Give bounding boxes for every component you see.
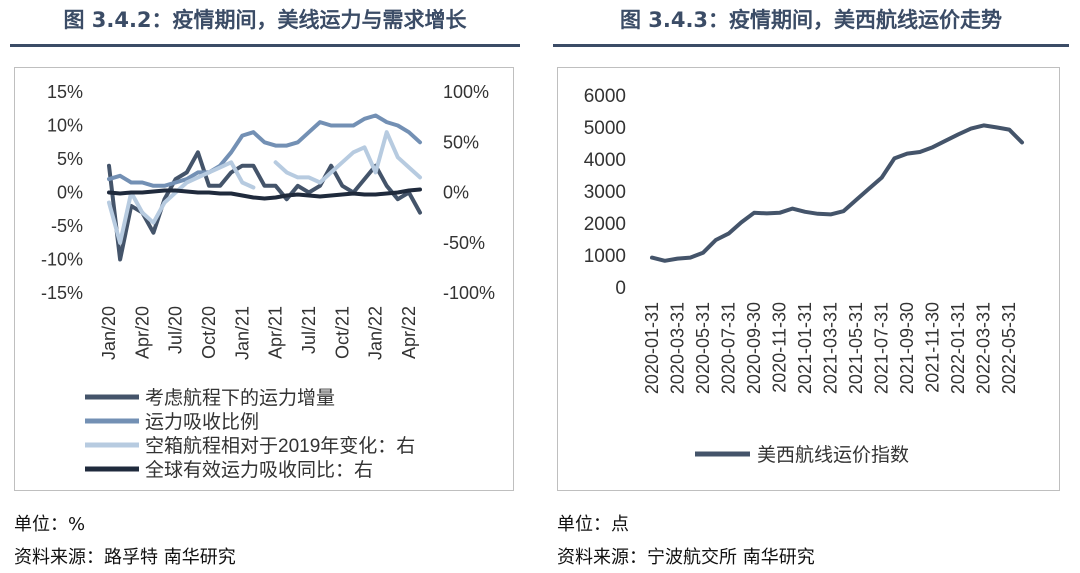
right-source: 资料来源：宁波航交所 南华研究 (557, 547, 815, 568)
right-y-tick-label: -100% (443, 283, 495, 303)
left-y-tick-label: -15% (41, 283, 83, 303)
x-tick-label: 2021-03-31 (821, 302, 841, 394)
series-line-4 (107, 187, 422, 201)
y-tick-label: 1000 (584, 246, 626, 267)
x-tick-label: Apr/20 (132, 306, 152, 359)
right-chart-title: 图 3.4.3：疫情期间，美西航线运价走势 (619, 8, 1003, 32)
y-tick-label: 2000 (584, 214, 626, 235)
left-y-tick-label: -10% (41, 250, 83, 270)
series-line-3 (107, 130, 422, 245)
x-tick-label: 2020-01-31 (642, 302, 662, 394)
right-chart: 6000 5000 4000 3000 2000 1000 0 2020-01-31 2020-… (584, 86, 1024, 466)
right-title-rule (553, 44, 1069, 47)
y-tick-label: 3000 (584, 182, 626, 203)
left-chart-title: 图 3.4.2：疫情期间，美线运力与需求增长 (63, 8, 467, 32)
legend-label: 美西航线运价指数 (757, 444, 909, 466)
x-tick-label: Apr/22 (399, 306, 419, 359)
right-y-tick-label: 50% (443, 132, 479, 152)
left-source: 资料来源：路孚特 南华研究 (14, 547, 236, 568)
y-tick-label: 4000 (584, 150, 626, 171)
right-y-tick-label: 100% (443, 82, 489, 102)
x-tick-label: Jul/20 (166, 306, 186, 354)
x-tick-label: 2020-05-31 (693, 302, 713, 394)
x-tick-label: 2021-09-30 (897, 302, 917, 394)
left-y-tick-label: 0% (57, 183, 83, 203)
left-chart-frame: 15% 10% 5% 0% -5% -10% -15% 100% 50% 0% -50% -100% J… (14, 67, 514, 491)
y-tick-label: 5000 (584, 118, 626, 139)
left-chart: 15% 10% 5% 0% -5% -10% -15% 100% 50% 0% -50% -100% J… (41, 82, 495, 481)
legend-label: 考虑航程下的运力增量 (145, 387, 335, 409)
x-tick-label: Jan/22 (366, 306, 386, 360)
left-y-tick-label: 15% (47, 82, 83, 102)
left-y-tick-label: 5% (57, 149, 83, 169)
left-y-tick-label: 10% (47, 116, 83, 136)
x-tick-label: 2021-05-31 (846, 302, 866, 394)
left-y-tick-label: -5% (51, 216, 83, 236)
x-tick-label: Oct/20 (199, 306, 219, 359)
right-unit: 单位：点 (557, 514, 629, 535)
right-chart-frame: 6000 5000 4000 3000 2000 1000 0 2020-01-31 2020-… (557, 67, 1060, 491)
left-unit: 单位：% (14, 514, 86, 535)
x-tick-label: 2022-03-31 (974, 302, 994, 394)
legend-label: 空箱航程相对于2019年变化：右 (145, 435, 415, 457)
x-tick-label: 2021-01-31 (795, 302, 815, 394)
x-tick-label: 2020-09-30 (744, 302, 764, 394)
series-line-1 (650, 123, 1024, 263)
x-tick-label: 2022-05-31 (999, 302, 1019, 394)
x-tick-label: Jan/21 (232, 306, 252, 360)
legend-label: 运力吸收比例 (145, 411, 259, 433)
x-tick-label: 2020-07-31 (719, 302, 739, 394)
y-tick-label: 0 (615, 278, 626, 299)
y-tick-label: 6000 (584, 86, 626, 107)
x-tick-label: Oct/21 (332, 306, 352, 359)
x-tick-label: 2020-03-31 (668, 302, 688, 394)
x-tick-label: 2021-11-30 (923, 302, 943, 393)
x-tick-label: Apr/21 (266, 306, 286, 359)
x-tick-label: Jan/20 (99, 306, 119, 360)
x-tick-label: 2020-11-30 (770, 302, 790, 393)
x-tick-label: 2021-07-31 (872, 302, 892, 394)
x-tick-label: Jul/21 (299, 306, 319, 354)
legend-label: 全球有效运力吸收同比：右 (145, 459, 373, 481)
right-y-tick-label: -50% (443, 233, 485, 253)
series-line-2 (107, 113, 422, 188)
left-title-rule (10, 44, 520, 47)
x-tick-label: 2022-01-31 (948, 302, 968, 394)
right-y-tick-label: 0% (443, 183, 469, 203)
